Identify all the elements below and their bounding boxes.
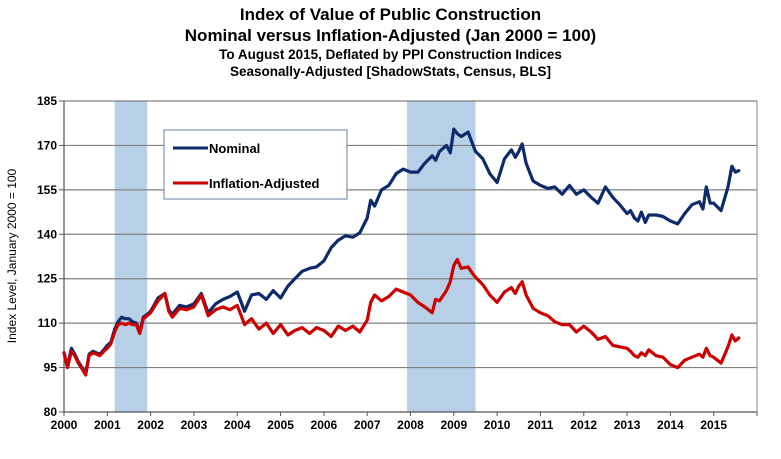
- series-line-inflation-adjusted: [62, 257, 741, 377]
- x-tick-label: 2005: [267, 418, 294, 432]
- legend-box: [163, 129, 348, 200]
- y-tick-label: 110: [38, 316, 58, 330]
- recession-band-0: [114, 101, 148, 412]
- legend-label-nominal: Nominal: [209, 141, 260, 156]
- axes: 80 95 110 125 140 155 170 185 2000 2001 2002 2003 20…: [37, 94, 758, 432]
- x-tick-label: 2000: [51, 418, 78, 432]
- x-tick-label: 2012: [570, 418, 597, 432]
- y-tick-label: 80: [44, 405, 58, 419]
- chart-titles: Index of Value of Public Construction No…: [0, 4, 781, 80]
- y-axis-label: Index Level, January 2000 = 100: [5, 168, 19, 343]
- x-tick-label: 2014: [657, 418, 684, 432]
- chart-subtitle-3: Seasonally-Adjusted [ShadowStats, Census…: [229, 64, 552, 79]
- y-tick-label: 125: [37, 272, 57, 286]
- x-tick-label: 2008: [397, 418, 424, 432]
- legend: Nominal Inflation-Adjusted: [163, 129, 348, 200]
- y-tick-label: 170: [37, 138, 57, 152]
- shaded-periods: [114, 101, 476, 412]
- x-tick-label: 2015: [700, 418, 727, 432]
- series-lines: [62, 127, 741, 377]
- x-tick-label: 2006: [311, 418, 338, 432]
- x-tick-label: 2010: [484, 418, 511, 432]
- x-tick-label: 2002: [137, 418, 164, 432]
- chart-title: Index of Value of Public Construction: [239, 5, 542, 24]
- x-tick-label: 2004: [224, 418, 251, 432]
- x-tick-label: 2009: [440, 418, 467, 432]
- legend-label-inflation-adjusted: Inflation-Adjusted: [209, 176, 320, 191]
- x-tick-label: 2001: [94, 418, 121, 432]
- y-tick-label: 95: [44, 361, 58, 375]
- y-tick-label: 140: [37, 227, 57, 241]
- x-tick-label: 2007: [354, 418, 381, 432]
- x-tick-label: 2011: [527, 418, 553, 432]
- y-tick-label: 185: [37, 94, 57, 108]
- y-tick-label: 155: [37, 183, 57, 197]
- x-tick-label: 2013: [614, 418, 641, 432]
- x-tick-label: 2003: [181, 418, 208, 432]
- chart-subtitle-1: Nominal versus Inflation-Adjusted (Jan 2…: [184, 26, 597, 45]
- grid-lines: [64, 100, 757, 369]
- recession-band-1: [407, 101, 476, 412]
- chart-subtitle-2: To August 2015, Deflated by PPI Construc…: [219, 47, 562, 62]
